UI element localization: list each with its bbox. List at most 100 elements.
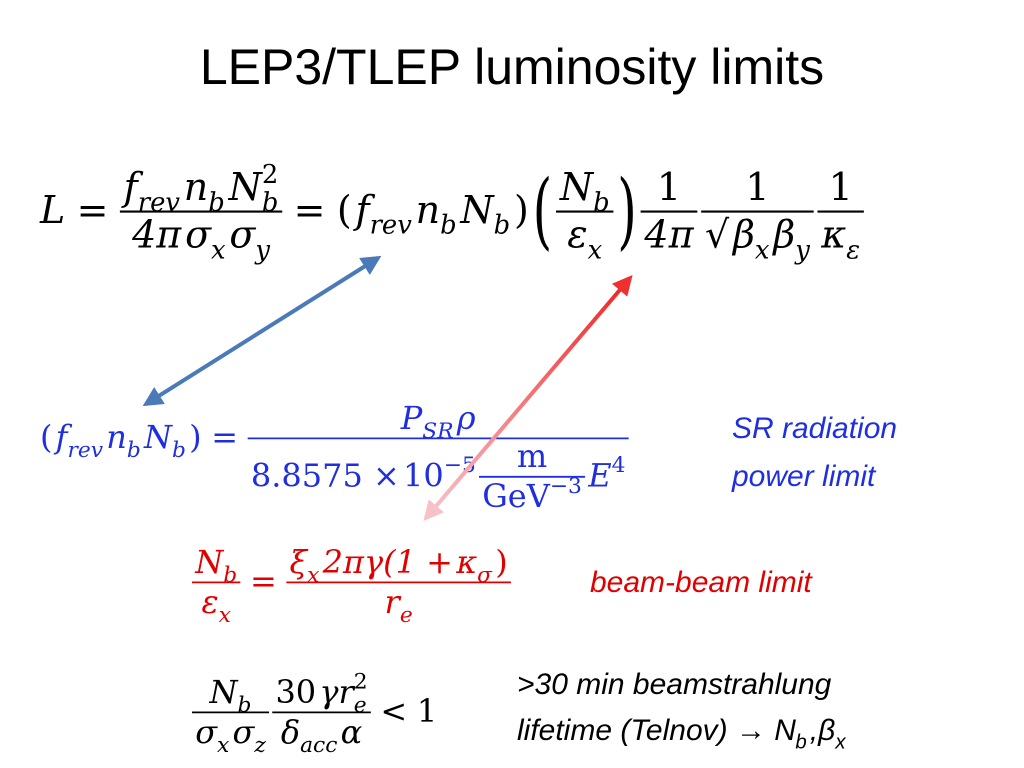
math-text: e	[400, 603, 413, 628]
math-text: σ	[229, 213, 256, 257]
math-text: κ	[820, 213, 846, 257]
fraction: 14π	[640, 165, 698, 257]
math-text: σ	[185, 213, 212, 257]
math-text: ε	[846, 235, 860, 265]
math-text: e	[354, 693, 367, 718]
math-text: GeV	[482, 477, 551, 515]
math-text: )	[514, 188, 529, 232]
math-text: n	[106, 418, 127, 456]
math-text: (	[337, 188, 352, 232]
math-text: N	[194, 543, 224, 581]
math-text: σ	[477, 563, 493, 588]
math-text: b	[795, 731, 806, 753]
math-text: N	[559, 165, 595, 209]
math-text: E	[587, 456, 611, 494]
math-text: SR radiation	[732, 412, 897, 445]
math-text: x	[211, 235, 226, 265]
math-text: x	[307, 563, 319, 588]
big-paren: )	[617, 163, 637, 260]
math-text: N	[228, 165, 264, 209]
math-text: 1	[417, 692, 437, 730]
math-text: rev	[68, 438, 104, 463]
math-text: >30 min beamstrahlung	[517, 668, 832, 701]
math-text: =	[77, 188, 109, 232]
math-text: (	[40, 418, 52, 456]
math-text: <	[380, 692, 407, 730]
math-text: x	[219, 603, 231, 628]
math-text: b	[223, 563, 237, 588]
math-text: 1	[829, 165, 853, 209]
math-text: x	[755, 235, 770, 265]
denominator: 4π	[643, 213, 694, 257]
math-text: lifetime (Telnov) → N	[517, 714, 796, 747]
math-text: )	[495, 543, 507, 581]
math-text: σ	[233, 713, 256, 751]
numerator: P SR ρ	[400, 399, 476, 444]
denominator: 4π σ x σ y	[131, 213, 270, 266]
math-text: x	[834, 731, 846, 753]
math-text: N	[209, 673, 239, 711]
math-text: =	[211, 418, 238, 456]
math-text: power limit	[731, 460, 877, 493]
numerator: ξ x 2πγ(1 + κ σ)	[290, 543, 508, 588]
math-text: 1	[657, 165, 681, 209]
math-text: )	[189, 418, 201, 456]
math-text: σ	[195, 713, 218, 751]
math-text: b	[262, 188, 279, 218]
numerator: m	[517, 437, 547, 475]
math-text: rev	[138, 188, 181, 218]
math-text: r	[385, 583, 402, 621]
math-text: SR	[422, 419, 453, 444]
numerator: 1	[829, 165, 853, 209]
math-text: N	[459, 188, 495, 232]
denominator: √ β x β y	[705, 213, 810, 266]
math-text: α	[341, 713, 363, 751]
math-text: P	[400, 399, 423, 437]
math-text: b	[208, 188, 225, 218]
fraction: 30 γr e2δ acc α	[272, 669, 371, 758]
math-text: 4	[612, 453, 626, 478]
fraction: ξ x 2πγ(1 + κ σ)r e	[286, 543, 511, 628]
math-text: 2	[262, 160, 278, 190]
math-text: β	[771, 213, 795, 257]
math-text: n	[184, 165, 208, 209]
math-text: rev	[370, 211, 413, 241]
slide-title: LEP3/TLEP luminosity limits	[200, 39, 824, 95]
math-text: N	[143, 418, 173, 456]
math-text: ε	[201, 583, 218, 621]
math-text: b	[494, 211, 511, 241]
math-text: b	[127, 438, 141, 463]
math-text: L	[39, 188, 65, 232]
math-text: x	[588, 235, 603, 265]
math-text: y	[254, 235, 270, 265]
math-text: β	[731, 213, 755, 257]
blue-arrow	[142, 255, 382, 407]
math-text: 30	[275, 673, 316, 711]
numerator: 30 γr e2	[275, 669, 367, 717]
denominator: δ acc α	[281, 713, 362, 758]
math-text: n	[416, 188, 440, 232]
math-text: =	[250, 562, 277, 600]
math-text: √	[705, 213, 730, 257]
math-text: ξ	[290, 543, 309, 581]
math-text: b	[440, 211, 457, 241]
math-text: κ	[455, 543, 477, 581]
fraction: 1κ ε	[817, 165, 864, 265]
math-text: b	[593, 188, 610, 218]
